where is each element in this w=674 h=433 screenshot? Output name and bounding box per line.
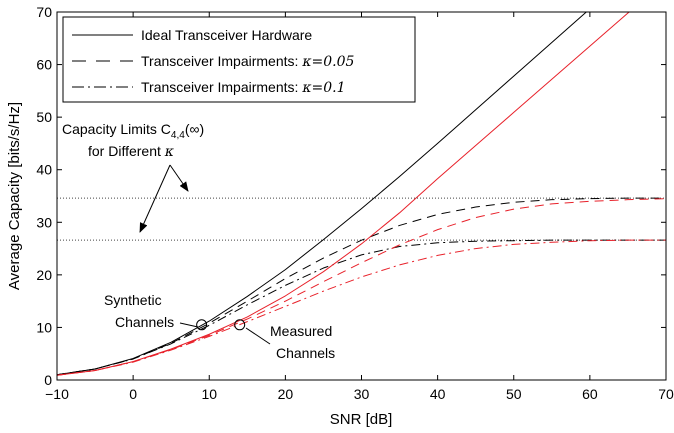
capacity-limit-label: Capacity Limits C [62, 121, 171, 137]
x-tick-label: 10 [201, 386, 217, 402]
measured-text-line1: Measured [270, 323, 332, 339]
series-line-synthetic-dashdot [57, 239, 666, 376]
y-tick-label: 0 [44, 372, 52, 388]
synthetic-channels-annotation: Synthetic Channels [104, 292, 199, 330]
legend-label-kappa-005: Transceiver Impairments: κ=0.05 [141, 53, 354, 70]
x-tick-label: 40 [430, 386, 446, 402]
y-tick-label: 30 [36, 214, 52, 230]
x-tick-label: 20 [278, 386, 294, 402]
series-layer [57, 12, 666, 376]
y-tick-label: 50 [36, 109, 52, 125]
y-tick-label: 40 [36, 162, 52, 178]
y-tick-label: 60 [36, 57, 52, 73]
legend: Ideal Transceiver Hardware Transceiver I… [62, 16, 416, 103]
x-tick-label: 30 [354, 386, 370, 402]
x-tick-label: 50 [506, 386, 522, 402]
capacity-limit-subscript: 4,4 [171, 130, 185, 141]
legend-label-kappa-005-text: Transceiver Impairments: [141, 53, 302, 69]
synthetic-marker [196, 319, 208, 331]
y-tick-label: 70 [36, 4, 52, 20]
series-line-synthetic-solid [57, 12, 588, 376]
x-tick-label: 70 [658, 386, 674, 402]
legend-label-kappa-005-value: κ=0.05 [301, 54, 354, 70]
capacity-limit-argument: (∞) [185, 121, 204, 137]
measured-marker [234, 319, 246, 331]
capacity-limit-text-line2: for Different κ [88, 143, 174, 160]
capacity-arrow-upper [169, 164, 189, 192]
y-tick-label: 20 [36, 267, 52, 283]
capacity-limit-text-line1: Capacity Limits C4,4(∞) [62, 121, 204, 141]
synthetic-text-line2: Channels [115, 314, 174, 330]
synthetic-pointer [179, 322, 199, 328]
legend-label-ideal: Ideal Transceiver Hardware [141, 27, 312, 43]
legend-label-kappa-01-value: κ=0.1 [301, 80, 345, 96]
x-tick-label: 0 [129, 386, 137, 402]
series-line-measured-dashdot [57, 239, 666, 376]
synthetic-text-line1: Synthetic [104, 292, 162, 308]
capacity-arrow-lower [139, 164, 171, 233]
y-tick-label: 10 [36, 319, 52, 335]
capacity-limit-annotation: Capacity Limits C4,4(∞) for Different κ [62, 121, 204, 233]
measured-channels-annotation: Measured Channels [245, 323, 335, 361]
x-tick-label: −10 [45, 386, 69, 402]
measured-text-line2: Channels [276, 345, 335, 361]
marker-layer [196, 319, 246, 331]
series-line-synthetic-dashed [57, 197, 666, 376]
legend-label-kappa-01-text: Transceiver Impairments: [141, 79, 302, 95]
plot-frame [56, 11, 667, 381]
legend-box [62, 16, 416, 103]
x-axis-label: SNR [dB] [330, 411, 393, 428]
capacity-limit-kappa: κ [164, 144, 174, 160]
series-line-measured-solid [57, 12, 630, 376]
legend-label-kappa-01: Transceiver Impairments: κ=0.1 [141, 79, 346, 96]
capacity-limit-line2-label: for Different [88, 143, 165, 159]
measured-pointer [245, 327, 271, 345]
x-tick-label: 60 [582, 386, 598, 402]
y-axis-label: Average Capacity [bits/s/Hz] [6, 102, 23, 290]
